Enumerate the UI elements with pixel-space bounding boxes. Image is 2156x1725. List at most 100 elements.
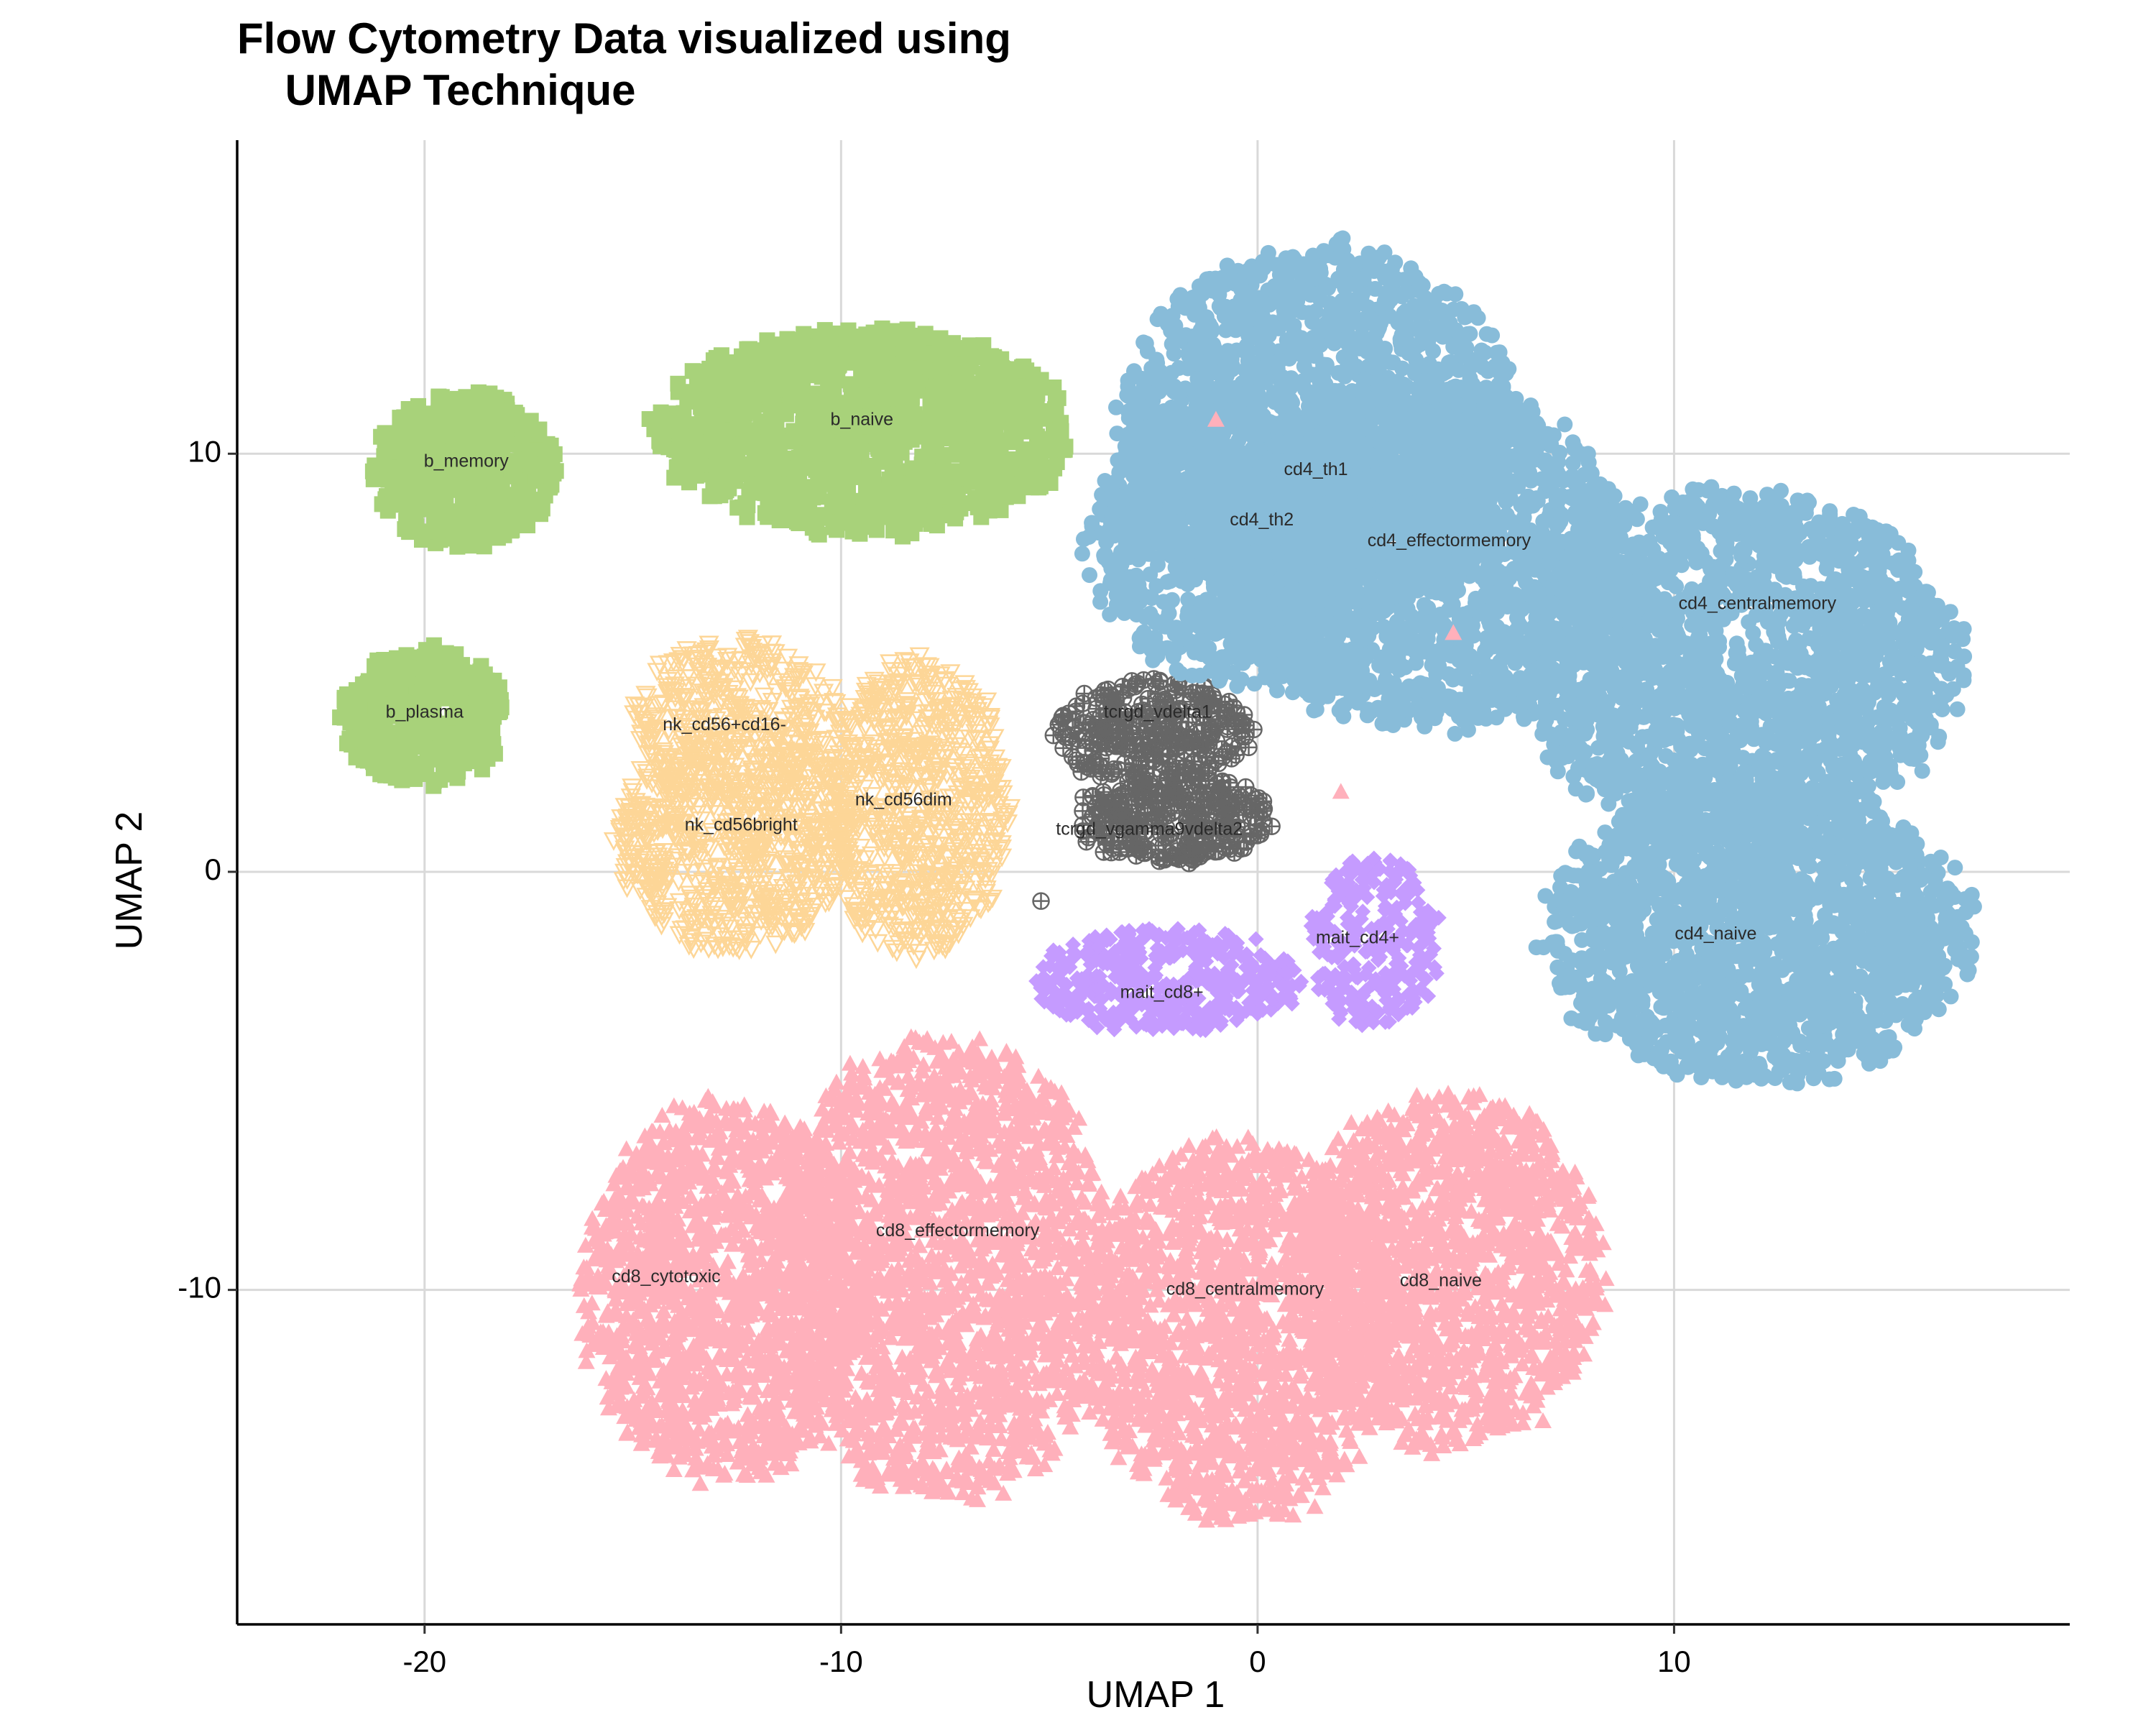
data-point — [670, 375, 686, 392]
data-point — [953, 340, 969, 356]
data-point — [1210, 754, 1227, 773]
data-point — [467, 722, 484, 738]
data-point — [1135, 791, 1154, 809]
data-point — [959, 404, 975, 420]
data-point — [419, 456, 436, 473]
data-point — [860, 344, 876, 360]
data-point — [361, 681, 378, 697]
data-point — [992, 438, 1009, 455]
data-point — [1225, 699, 1243, 717]
data-point — [1132, 755, 1150, 774]
data-point — [1082, 760, 1100, 778]
data-point — [336, 709, 353, 726]
data-point — [824, 493, 840, 510]
data-point — [504, 522, 520, 538]
data-point — [797, 367, 814, 383]
data-point — [778, 382, 794, 398]
data-point — [823, 353, 839, 369]
data-point — [765, 400, 782, 417]
data-point — [1253, 822, 1271, 840]
data-point — [1204, 686, 1222, 704]
data-point — [439, 513, 456, 530]
data-point — [488, 390, 505, 406]
data-point — [963, 474, 980, 489]
data-point — [499, 402, 515, 418]
data-point — [910, 336, 926, 353]
data-point — [1031, 479, 1047, 496]
data-point — [443, 678, 459, 695]
data-point — [477, 450, 494, 466]
data-point — [374, 496, 390, 512]
data-point — [465, 533, 482, 550]
data-point — [951, 445, 967, 461]
data-point — [383, 441, 400, 457]
data-point — [397, 521, 413, 538]
data-point — [401, 734, 418, 750]
data-point — [1053, 415, 1069, 431]
data-point — [485, 517, 502, 533]
data-point — [434, 397, 451, 414]
data-point — [449, 476, 466, 492]
data-point — [453, 516, 470, 533]
data-point — [987, 418, 1004, 434]
data-point — [1008, 418, 1025, 434]
data-point — [705, 482, 722, 497]
data-point — [1141, 734, 1158, 753]
data-point — [739, 509, 755, 525]
data-point — [760, 481, 777, 497]
data-point — [1120, 679, 1138, 697]
data-point — [724, 472, 741, 489]
data-point — [905, 360, 921, 377]
data-point — [983, 348, 1000, 364]
data-point — [380, 735, 397, 751]
data-point — [732, 439, 749, 456]
data-point — [465, 423, 481, 438]
cluster-b_memory — [364, 384, 564, 555]
data-point — [377, 662, 393, 678]
data-point — [895, 379, 912, 395]
data-point — [767, 504, 783, 520]
data-point — [1072, 763, 1090, 781]
data-point — [681, 474, 697, 491]
data-point — [402, 494, 418, 511]
cluster-b_naive — [641, 320, 1074, 545]
data-point — [786, 475, 803, 492]
data-point — [1046, 460, 1063, 477]
data-point — [1008, 434, 1024, 451]
data-point — [1187, 844, 1205, 862]
data-point — [717, 377, 734, 394]
data-point — [954, 359, 970, 375]
data-point — [826, 380, 842, 397]
data-point — [783, 334, 799, 351]
data-point — [1225, 844, 1243, 862]
data-point — [706, 356, 723, 372]
data-point — [780, 349, 796, 365]
data-point — [1240, 738, 1258, 757]
data-point — [1125, 768, 1143, 786]
data-point — [879, 509, 895, 525]
chart-title: Flow Cytometry Data visualized using UMA… — [237, 13, 1011, 116]
data-point — [519, 421, 535, 438]
data-point — [432, 532, 448, 548]
data-point — [724, 405, 740, 421]
data-point — [747, 385, 763, 402]
data-point — [471, 403, 488, 420]
data-point — [898, 422, 914, 438]
data-point — [1010, 385, 1026, 401]
data-point — [952, 500, 969, 517]
data-point — [757, 453, 774, 469]
data-point — [776, 367, 793, 382]
data-point — [477, 420, 493, 436]
data-point — [1141, 772, 1159, 790]
data-point — [888, 469, 904, 486]
data-point — [1096, 732, 1115, 751]
data-point — [492, 691, 509, 708]
data-point — [458, 389, 474, 405]
data-point — [435, 413, 451, 429]
data-point — [795, 415, 811, 432]
data-point — [838, 344, 854, 360]
data-point — [755, 344, 771, 361]
data-point — [1018, 459, 1035, 476]
data-point — [921, 428, 937, 444]
data-point — [407, 660, 423, 676]
